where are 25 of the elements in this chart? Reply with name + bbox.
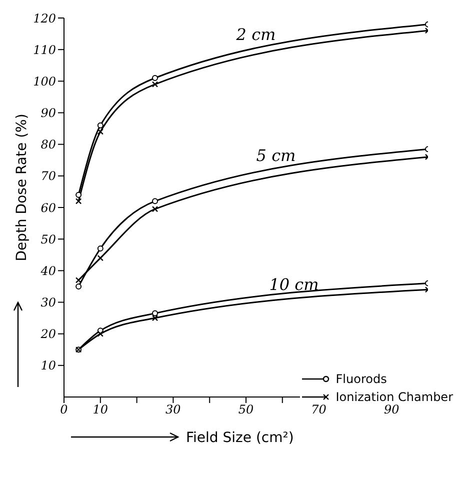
legend-label: Fluorods [336, 372, 387, 386]
x-tick-label: 30 [166, 402, 182, 417]
x-axis-title: Field Size (cm²) [186, 430, 294, 446]
y-tick-label: 70 [40, 169, 56, 184]
y-tick-label: 120 [33, 11, 56, 26]
y-tick-label: 40 [40, 264, 56, 278]
y-tick-label: 30 [40, 296, 56, 310]
x-tick-label: 50 [238, 402, 254, 417]
x-tick-label: 70 [311, 402, 327, 417]
y-tick-label: 50 [40, 232, 56, 246]
y-tick-label: 80 [40, 138, 56, 152]
annotation: 5 cm [256, 146, 296, 165]
y-tick-label: 100 [33, 74, 56, 88]
annotation: 10 cm [269, 275, 319, 294]
y-tick-label: 90 [40, 106, 56, 120]
y-tick-label: 20 [40, 327, 56, 342]
y-axis-title: Depth Dose Rate (%) [14, 114, 30, 262]
y-tick-label: 10 [40, 358, 56, 373]
x-tick-label: 0 [60, 402, 68, 417]
legend-label: Ionization Chamber [336, 390, 453, 404]
annotation: 2 cm [235, 25, 276, 44]
x-tick-label: 10 [92, 402, 108, 417]
x-tick-label: 90 [384, 402, 400, 417]
y-tick-label: 60 [40, 200, 56, 215]
y-tick-label: 110 [33, 42, 56, 57]
